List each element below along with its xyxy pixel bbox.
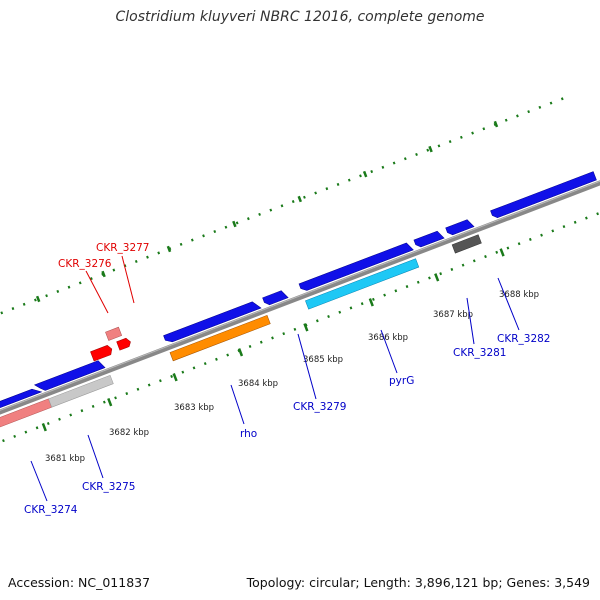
kbp-label: 3686 kbp xyxy=(368,333,408,343)
gene-rho xyxy=(169,315,271,362)
gene-label-ckr3277: CKR_3277 xyxy=(96,242,149,254)
kbp-label: 3687 kbp xyxy=(433,310,473,320)
gene-label-rho: rho xyxy=(240,428,257,440)
leader-lines xyxy=(30,255,520,502)
inner-tick-track xyxy=(0,208,600,447)
map-title: Clostridium kluyveri NBRC 12016, complet… xyxy=(115,9,485,25)
gene-blue-2 xyxy=(34,360,106,391)
gene-label-ckr3281: CKR_3281 xyxy=(453,347,506,359)
gene-blue-1 xyxy=(0,388,43,416)
kbp-label: 3688 kbp xyxy=(499,290,539,300)
gene-blue-4 xyxy=(262,290,289,306)
kbp-label: 3683 kbp xyxy=(174,403,214,413)
red-genes xyxy=(90,326,131,362)
gene-blue-8 xyxy=(490,171,597,219)
kbp-label: 3685 kbp xyxy=(303,355,343,365)
kbp-labels: 3681 kbp 3682 kbp 3683 kbp 3684 kbp 3685… xyxy=(45,290,539,464)
forward-genes xyxy=(0,171,597,416)
accession-text: Accession: NC_011837 xyxy=(8,575,151,590)
genome-summary: Topology: circular; Length: 3,896,121 bp… xyxy=(246,575,590,590)
gene-pyrg xyxy=(305,258,420,310)
gene-ckr3276-b xyxy=(116,337,131,351)
backbone xyxy=(0,159,600,422)
gene-ckr3277 xyxy=(105,326,123,341)
gene-blue-7 xyxy=(445,219,475,236)
gene-blue-6 xyxy=(413,230,445,248)
gene-label-ckr3276: CKR_3276 xyxy=(58,258,112,270)
gene-label-ckr3275: CKR_3275 xyxy=(82,481,135,493)
gene-ckr3276-a xyxy=(90,345,113,362)
kbp-label: 3682 kbp xyxy=(109,428,149,438)
gene-label-pyrg: pyrG xyxy=(389,375,414,387)
kbp-label: 3684 kbp xyxy=(238,379,278,389)
gene-ckr3282 xyxy=(451,234,482,254)
gene-blue-3 xyxy=(163,301,262,343)
reverse-genes xyxy=(0,234,482,433)
gene-labels: CKR_3277 CKR_3276 rho CKR_3279 pyrG CKR_… xyxy=(24,242,550,516)
gene-ckr3275 xyxy=(48,374,114,408)
gene-label-ckr3279: CKR_3279 xyxy=(293,401,346,413)
kbp-label: 3681 kbp xyxy=(45,454,85,464)
gene-label-ckr3282: CKR_3282 xyxy=(497,333,550,345)
outer-tick-track xyxy=(0,96,566,328)
gene-blue-5 xyxy=(298,242,414,291)
gene-label-ckr3274: CKR_3274 xyxy=(24,504,78,516)
